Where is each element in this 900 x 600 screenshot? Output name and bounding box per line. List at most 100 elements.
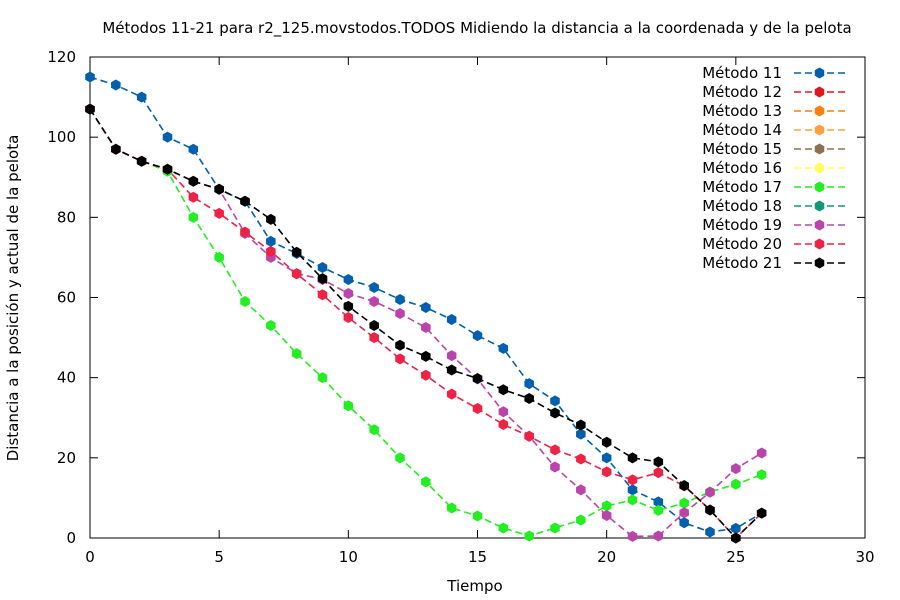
data-point: [601, 436, 612, 448]
data-point: [731, 532, 741, 544]
x-axis-label: Tiempo: [446, 577, 502, 595]
axis-ticks: 0 5 10 15 20 25 30 0 20 40 60 80 100 120: [47, 48, 874, 566]
data-point: [679, 517, 689, 529]
data-point: [576, 453, 586, 465]
legend-swatch-marker: [814, 162, 825, 174]
data-point: [601, 466, 612, 478]
y-tick-label: 60: [57, 289, 76, 307]
data-point: [731, 463, 741, 475]
legend-label: Método 13: [702, 102, 782, 120]
data-point: [576, 514, 586, 526]
series-line: [89, 108, 763, 538]
data-point: [214, 183, 224, 195]
data-point: [498, 342, 509, 354]
legend-label: Método 11: [702, 64, 782, 82]
data-point: [705, 486, 715, 498]
data-point: [576, 419, 586, 431]
data-point: [421, 350, 431, 362]
x-tick-label: 15: [468, 548, 487, 566]
data-point: [653, 467, 664, 479]
data-point: [550, 522, 560, 534]
data-point: [653, 496, 664, 508]
data-point: [343, 273, 354, 285]
data-point: [550, 444, 560, 456]
data-point: [162, 131, 173, 143]
data-point: [291, 246, 302, 258]
legend-label: Método 20: [702, 235, 782, 253]
data-point: [85, 103, 95, 115]
data-point: [343, 400, 354, 412]
data-point: [524, 393, 534, 405]
data-point: [395, 353, 405, 365]
data-point: [421, 369, 431, 381]
x-tick-label: 10: [339, 548, 358, 566]
legend-swatch-marker: [814, 124, 825, 136]
data-point: [653, 456, 664, 468]
data-point: [446, 388, 457, 400]
y-tick-label: 0: [66, 529, 76, 547]
data-point: [627, 474, 638, 486]
data-point: [421, 322, 431, 334]
data-point: [524, 530, 534, 542]
legend-label: Método 16: [702, 159, 782, 177]
y-tick-label: 100: [47, 128, 76, 146]
chart-title: Métodos 11-21 para r2_125.movstodos.TODO…: [102, 19, 851, 38]
legend-swatch-marker: [814, 257, 825, 269]
data-point: [343, 287, 354, 299]
data-point: [705, 526, 715, 538]
data-point: [498, 406, 509, 418]
data-point: [188, 175, 199, 187]
data-point: [472, 330, 483, 342]
x-tick-label: 5: [214, 548, 224, 566]
legend-swatch-marker: [814, 86, 825, 98]
data-point: [576, 484, 586, 496]
data-point: [498, 522, 509, 534]
data-point: [240, 226, 250, 238]
data-point: [136, 91, 147, 103]
data-point: [498, 419, 509, 431]
data-point: [653, 530, 664, 542]
data-point: [111, 143, 121, 155]
data-point: [550, 395, 560, 407]
legend-label: Método 12: [702, 83, 782, 101]
legend-swatch-marker: [814, 200, 825, 212]
data-point: [601, 500, 612, 512]
data-point: [601, 510, 612, 522]
data-point: [421, 476, 431, 488]
data-point: [111, 79, 121, 91]
data-point: [188, 211, 199, 223]
data-point: [421, 302, 431, 314]
series-layer: [85, 71, 767, 544]
data-point: [291, 268, 302, 280]
data-point: [472, 510, 483, 522]
legend-swatch-marker: [814, 105, 825, 117]
legend-label: Método 19: [702, 216, 782, 234]
x-tick-label: 20: [597, 548, 616, 566]
data-point: [369, 320, 379, 332]
data-point: [627, 494, 638, 506]
data-point: [266, 213, 276, 225]
y-tick-label: 80: [57, 208, 76, 226]
data-point: [369, 281, 379, 293]
data-point: [317, 372, 328, 384]
data-point: [627, 452, 638, 464]
data-point: [343, 312, 354, 324]
y-tick-label: 120: [47, 48, 76, 66]
data-point: [188, 191, 199, 203]
data-point: [369, 332, 379, 344]
data-point: [653, 504, 664, 516]
data-point: [576, 428, 586, 440]
data-point: [756, 469, 767, 481]
data-point: [266, 320, 276, 332]
y-tick-label: 20: [57, 449, 76, 467]
y-tick-label: 40: [57, 369, 76, 387]
data-point: [679, 507, 689, 519]
data-point: [550, 461, 560, 473]
data-point: [85, 71, 95, 83]
data-point: [498, 384, 509, 396]
data-point: [446, 314, 457, 326]
series-line: [89, 108, 763, 540]
data-point: [705, 504, 715, 516]
